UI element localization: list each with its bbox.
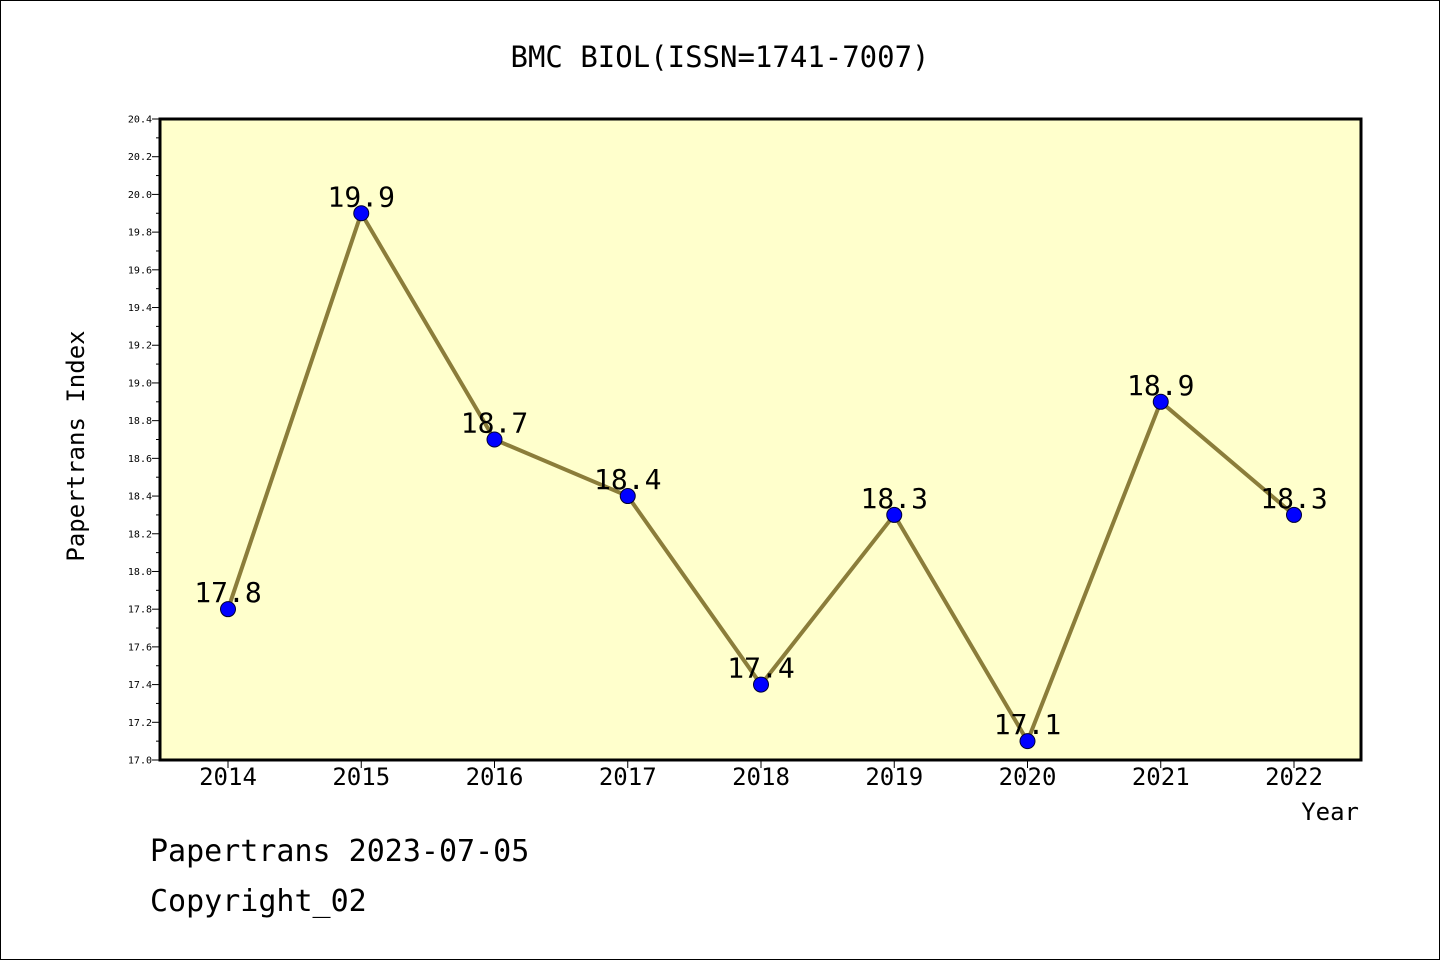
y-tick-label: 18.6 (128, 454, 152, 465)
x-axis-ticks: 2014 2015 2016 2017 2018 2019 2020 2021 2022 (199, 760, 1323, 791)
data-point (753, 676, 769, 693)
chart-title: BMC BIOL(ISSN=1741-7007) (510, 40, 929, 74)
data-point (353, 205, 370, 222)
y-tick-label: 17.6 (128, 642, 152, 653)
data-label: 17.4 (727, 652, 794, 685)
plot-border (158, 117, 1363, 762)
data-label: 17.1 (994, 708, 1061, 741)
y-tick-label: 19.8 (128, 228, 152, 239)
x-axis-label: Year (1301, 798, 1359, 826)
data-label: 18.4 (594, 463, 661, 496)
data-label: 19.9 (328, 180, 395, 213)
y-tick-label: 18.2 (128, 529, 152, 540)
data-label: 18.3 (861, 482, 928, 515)
x-tick-label: 2022 (1265, 763, 1323, 791)
x-tick-label: 2019 (865, 763, 923, 791)
x-tick-label: 2017 (599, 763, 657, 791)
x-tick-label: 2014 (199, 763, 257, 791)
footer-date-line: Papertrans 2023-07-05 (150, 834, 530, 869)
x-tick-label: 2021 (1132, 763, 1190, 791)
data-point (886, 506, 903, 523)
y-tick-label: 18.0 (128, 567, 152, 578)
y-tick-label: 20.2 (128, 152, 152, 163)
x-tick-label: 2015 (332, 763, 390, 791)
data-point (1286, 506, 1302, 523)
plot-area (160, 119, 1361, 760)
data-label: 18.9 (1127, 369, 1194, 402)
data-point (619, 488, 636, 505)
data-labels: 17.8 19.9 18.7 18.4 17.4 18.3 17.1 18.9 18.3 (194, 180, 1327, 741)
y-tick-label: 17.8 (128, 605, 152, 616)
y-tick-label: 20.4 (128, 115, 152, 126)
series-markers (220, 205, 1302, 750)
y-tick-label: 19.6 (128, 265, 152, 276)
y-tick-label: 20.0 (128, 190, 152, 201)
y-tick-label: 19.0 (128, 378, 152, 389)
y-tick-label: 17.0 (128, 756, 152, 767)
y-tick-label: 17.4 (128, 680, 152, 691)
x-tick-label: 2020 (999, 763, 1057, 791)
data-label: 18.7 (461, 407, 528, 440)
data-label: 18.3 (1260, 482, 1327, 515)
y-tick-label: 19.2 (128, 341, 152, 352)
x-tick-label: 2018 (732, 763, 790, 791)
y-axis-ticks: 17.0 17.2 17.4 17.6 17.8 18.0 18.2 18.4 18.6 18.8… (128, 115, 160, 767)
y-tick-label: 18.8 (128, 416, 152, 427)
data-point (220, 601, 236, 618)
y-axis-label: Papertrans Index (62, 330, 90, 561)
footer-copyright: Copyright_02 (150, 884, 367, 919)
data-point (1019, 733, 1036, 750)
data-point (486, 431, 503, 448)
data-label: 17.8 (194, 576, 261, 609)
y-tick-label: 17.2 (128, 718, 152, 729)
data-point (1152, 393, 1169, 410)
x-tick-label: 2016 (466, 763, 524, 791)
y-tick-label: 18.4 (128, 492, 152, 503)
y-tick-label: 19.4 (128, 303, 152, 314)
